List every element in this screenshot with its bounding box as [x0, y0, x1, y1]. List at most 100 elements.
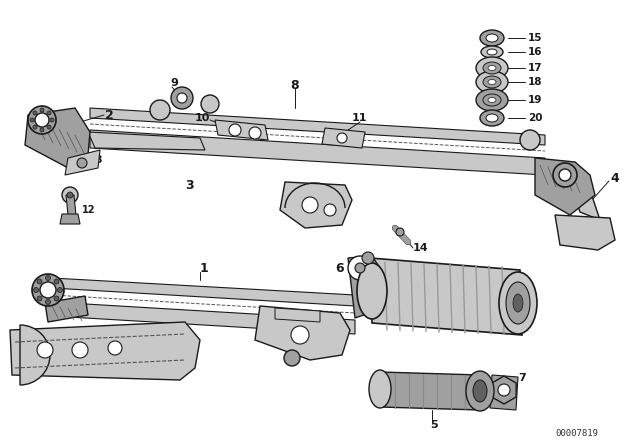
Circle shape — [337, 133, 347, 143]
Circle shape — [47, 111, 51, 115]
Ellipse shape — [483, 94, 501, 106]
Circle shape — [177, 93, 187, 103]
Circle shape — [67, 192, 73, 198]
Polygon shape — [60, 214, 80, 224]
Text: 13: 13 — [90, 155, 104, 165]
Ellipse shape — [487, 49, 497, 55]
Circle shape — [72, 342, 88, 358]
Text: 19: 19 — [528, 95, 542, 105]
Ellipse shape — [486, 114, 498, 122]
Circle shape — [40, 282, 56, 298]
Text: 7: 7 — [518, 373, 525, 383]
Text: 17: 17 — [528, 63, 543, 73]
Text: 4: 4 — [610, 172, 619, 185]
Circle shape — [249, 127, 261, 139]
Polygon shape — [88, 132, 205, 150]
Polygon shape — [570, 182, 600, 220]
Circle shape — [37, 296, 42, 301]
Circle shape — [229, 124, 241, 136]
Circle shape — [35, 113, 49, 127]
Circle shape — [40, 128, 44, 132]
Polygon shape — [52, 278, 355, 306]
Text: 5: 5 — [430, 420, 438, 430]
Circle shape — [54, 296, 59, 301]
Polygon shape — [280, 182, 352, 228]
Text: 3: 3 — [185, 178, 194, 191]
Ellipse shape — [357, 263, 387, 319]
Circle shape — [45, 276, 51, 280]
Circle shape — [362, 252, 374, 264]
Polygon shape — [490, 375, 518, 410]
Circle shape — [348, 256, 372, 280]
Text: 18: 18 — [528, 77, 543, 87]
Polygon shape — [66, 195, 76, 215]
Circle shape — [37, 342, 53, 358]
Polygon shape — [535, 158, 595, 215]
Circle shape — [171, 87, 193, 109]
Circle shape — [520, 130, 540, 150]
Text: 9: 9 — [170, 78, 178, 88]
Circle shape — [302, 197, 318, 213]
Ellipse shape — [506, 282, 530, 324]
Circle shape — [108, 341, 122, 355]
Ellipse shape — [481, 46, 503, 58]
Text: 14: 14 — [413, 243, 429, 253]
Circle shape — [291, 326, 309, 344]
Polygon shape — [215, 120, 268, 140]
Polygon shape — [380, 372, 480, 410]
Circle shape — [324, 204, 336, 216]
Polygon shape — [45, 296, 88, 322]
Ellipse shape — [480, 110, 504, 126]
Polygon shape — [65, 150, 100, 175]
Text: 1: 1 — [200, 262, 209, 275]
Circle shape — [54, 279, 59, 284]
Text: 11: 11 — [352, 113, 367, 123]
Ellipse shape — [369, 370, 391, 408]
Circle shape — [498, 384, 510, 396]
Text: 12: 12 — [82, 205, 95, 215]
Ellipse shape — [473, 380, 487, 402]
Polygon shape — [492, 376, 516, 404]
Circle shape — [28, 106, 56, 134]
Circle shape — [553, 163, 577, 187]
Circle shape — [62, 187, 78, 203]
Polygon shape — [275, 308, 320, 322]
Ellipse shape — [513, 294, 523, 312]
Polygon shape — [52, 302, 355, 334]
Ellipse shape — [486, 34, 498, 42]
Polygon shape — [348, 256, 380, 318]
Ellipse shape — [488, 79, 496, 85]
Polygon shape — [370, 258, 522, 335]
Text: 2: 2 — [105, 108, 114, 121]
Polygon shape — [90, 108, 545, 145]
Polygon shape — [555, 215, 615, 250]
Ellipse shape — [466, 371, 494, 411]
Circle shape — [47, 125, 51, 129]
Circle shape — [40, 108, 44, 112]
Text: 6: 6 — [335, 262, 344, 275]
Circle shape — [284, 350, 300, 366]
Polygon shape — [25, 108, 90, 170]
Polygon shape — [90, 130, 545, 175]
Text: 16: 16 — [528, 47, 543, 57]
Ellipse shape — [488, 65, 496, 70]
Circle shape — [201, 95, 219, 113]
Circle shape — [33, 111, 37, 115]
Ellipse shape — [476, 57, 508, 79]
Text: 15: 15 — [528, 33, 543, 43]
Text: 10: 10 — [195, 113, 211, 123]
Text: 8: 8 — [290, 78, 299, 91]
Circle shape — [37, 279, 42, 284]
Polygon shape — [10, 322, 200, 380]
Circle shape — [33, 125, 37, 129]
Circle shape — [559, 169, 571, 181]
Circle shape — [50, 118, 54, 122]
Polygon shape — [255, 306, 350, 360]
Circle shape — [355, 263, 365, 273]
Circle shape — [58, 288, 63, 293]
Ellipse shape — [483, 76, 501, 88]
Circle shape — [77, 158, 87, 168]
Ellipse shape — [476, 89, 508, 111]
Wedge shape — [20, 325, 50, 385]
Polygon shape — [322, 128, 365, 148]
